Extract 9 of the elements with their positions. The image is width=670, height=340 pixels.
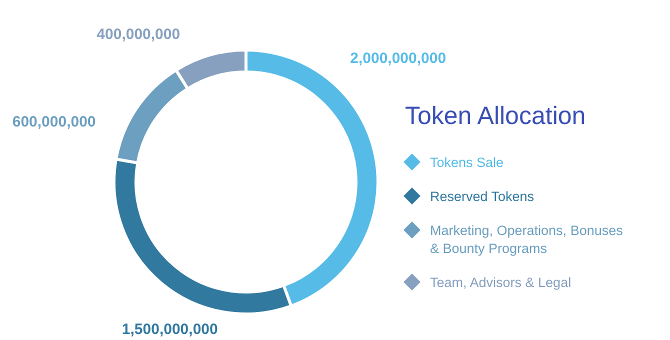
- text: Token Allocation: [405, 102, 586, 130]
- data-label: 2,000,000,000: [350, 50, 446, 67]
- data-label: 400,000,000: [96, 26, 180, 44]
- legend-label: Marketing, Operations, Bonuses & Bounty Programs: [430, 223, 624, 256]
- legend-label: Reserved Tokens: [430, 189, 534, 204]
- legend-label: Team, Advisors & Legal: [430, 275, 572, 290]
- legend-label: Tokens Sale: [430, 155, 504, 170]
- data-label: 600,000,000: [12, 113, 96, 130]
- data-label: 1,500,000,000: [122, 321, 218, 338]
